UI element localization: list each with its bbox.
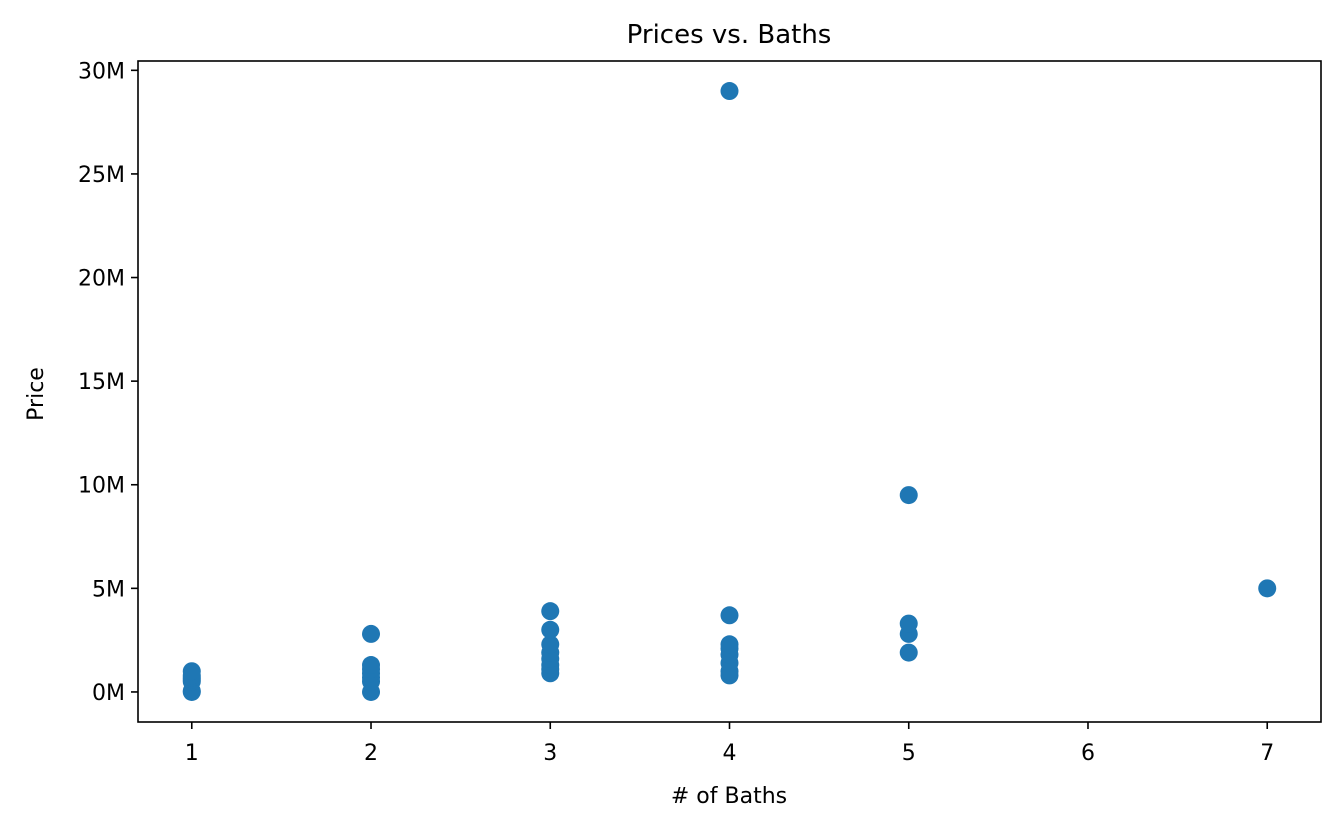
x-tick-label: 5 xyxy=(902,741,916,766)
scatter-point xyxy=(899,486,918,505)
scatter-point xyxy=(541,620,560,639)
data-points xyxy=(182,82,1277,701)
scatter-point xyxy=(720,635,739,654)
y-tick-label: 15M xyxy=(78,370,125,395)
scatter-point xyxy=(899,614,918,633)
y-tick-label: 10M xyxy=(78,474,125,499)
x-tick-label: 6 xyxy=(1081,741,1095,766)
y-tick-label: 0M xyxy=(92,681,125,706)
y-tick-label: 30M xyxy=(78,59,125,84)
scatter-point xyxy=(720,606,739,625)
scatter-point xyxy=(362,656,381,675)
x-axis-label: # of Baths xyxy=(671,784,787,809)
x-tick-label: 2 xyxy=(364,741,378,766)
scatter-point xyxy=(1258,579,1277,598)
scatter-point xyxy=(541,635,560,654)
scatter-point xyxy=(899,643,918,662)
chart-title: Prices vs. Baths xyxy=(627,20,832,50)
y-tick-label: 20M xyxy=(78,267,125,292)
x-tick-label: 7 xyxy=(1260,741,1274,766)
x-tick-label: 4 xyxy=(723,741,737,766)
scatter-point xyxy=(362,624,381,643)
scatter-point xyxy=(541,602,560,621)
x-tick-label: 3 xyxy=(543,741,557,766)
x-tick-label: 1 xyxy=(185,741,199,766)
y-axis-label: Price xyxy=(24,367,49,421)
y-tick-label: 25M xyxy=(78,163,125,188)
plot-area-frame xyxy=(137,60,1322,723)
scatter-point xyxy=(182,662,201,681)
y-tick-label: 5M xyxy=(92,577,125,602)
x-axis-ticks: 1 2 3 4 5 6 7 xyxy=(185,722,1274,766)
scatter-point xyxy=(720,82,739,101)
y-axis-ticks: 0M 5M 10M 15M 20M 25M 30M xyxy=(78,59,138,706)
